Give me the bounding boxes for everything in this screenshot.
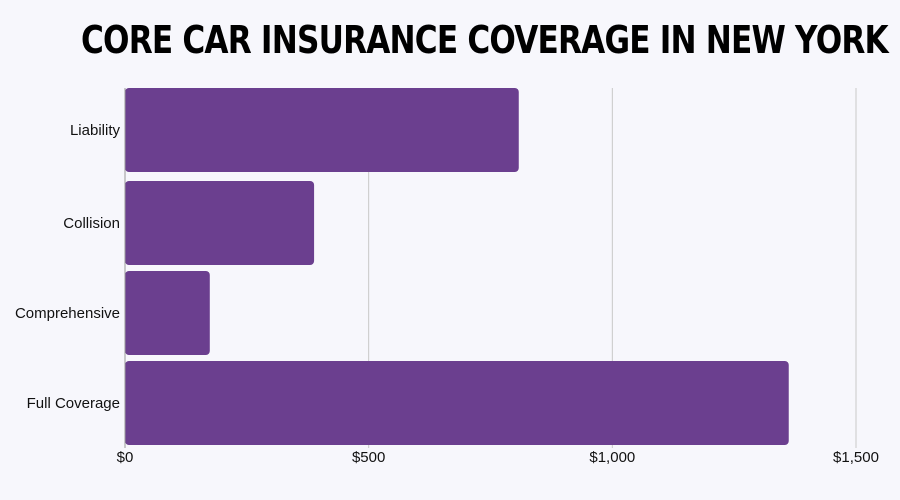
bar bbox=[125, 361, 789, 445]
x-tick-label: $500 bbox=[352, 449, 385, 466]
bars bbox=[125, 88, 789, 445]
category-label: Liability bbox=[70, 122, 121, 139]
bar bbox=[125, 181, 315, 265]
tick-labels: $0 $500 $1,000 $1,500 bbox=[117, 449, 879, 466]
category-labels: Liability Collision Comprehensive Full Cove… bbox=[15, 122, 121, 412]
category-label: Full Coverage bbox=[27, 395, 120, 412]
bar bbox=[125, 88, 519, 172]
x-tick-label: $1,000 bbox=[589, 449, 635, 466]
x-tick-label: $0 bbox=[117, 449, 134, 466]
category-label: Collision bbox=[63, 215, 120, 232]
x-tick-label: $1,500 bbox=[833, 449, 879, 466]
chart-title: CORE CAR INSURANCE COVERAGE IN NEW YORK bbox=[81, 18, 889, 62]
category-label: Comprehensive bbox=[15, 305, 120, 322]
bar bbox=[125, 271, 210, 355]
